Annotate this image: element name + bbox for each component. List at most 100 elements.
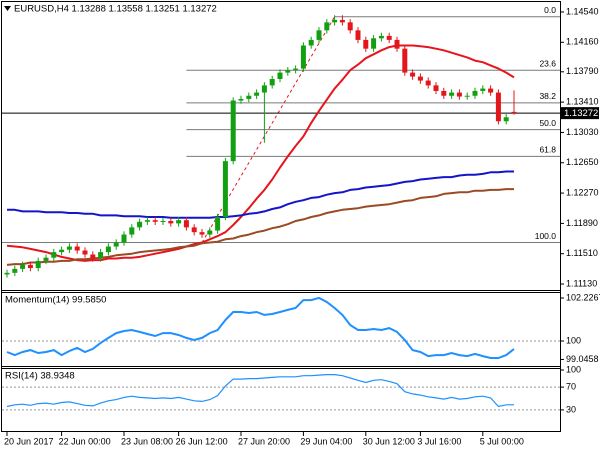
candle-body (191, 227, 197, 233)
candle-body (27, 264, 33, 269)
candle-body (90, 254, 96, 259)
y-tick-label: 100 (566, 364, 581, 374)
last-price-label: 1.13272 (564, 108, 598, 119)
candle-body (472, 90, 478, 96)
candle-body (160, 220, 166, 222)
indicator-line (6, 296, 515, 359)
candle-body (207, 230, 213, 235)
candle-body (82, 250, 88, 255)
candle-body (152, 220, 158, 222)
y-tick-label: 1.11510 (566, 248, 598, 258)
candle-body (269, 78, 275, 86)
moving-average (6, 188, 514, 266)
candle-body (480, 88, 486, 91)
fib-label: 23.6 (539, 58, 556, 68)
y-tick-label: 102.2267 (566, 292, 600, 302)
candle-body (35, 260, 41, 269)
candle-body (324, 22, 330, 31)
moving-average (6, 44, 515, 262)
candle-body (4, 272, 10, 275)
candle-body (98, 252, 104, 259)
candle-body (176, 220, 182, 224)
candle-body (66, 246, 72, 250)
fib-label: 50.0 (539, 118, 556, 128)
candle-body (293, 68, 299, 71)
rsi-title: RSI(14) 38.9348 (5, 371, 75, 382)
x-tick-label: 30 Jun 12:00 (363, 436, 415, 446)
plot-frame (1, 1, 561, 432)
x-tick-label: 22 Jun 00:00 (59, 436, 111, 446)
candle-body (316, 30, 322, 40)
candle-body (441, 90, 447, 96)
candle-body (347, 22, 353, 31)
x-tick-label: 3 Jul 16:00 (417, 436, 461, 446)
last-price-box (561, 107, 599, 120)
candle-body (222, 161, 228, 218)
candle-body (425, 80, 431, 86)
y-tick-label: 1.13790 (566, 66, 599, 76)
y-tick-label: 1.12270 (566, 187, 599, 197)
candle-body (363, 39, 369, 49)
candle-body (183, 220, 189, 228)
candle-body (137, 221, 143, 228)
candle-body (144, 220, 150, 222)
candle-body (20, 264, 26, 269)
x-tick-label: 20 Jun 2017 (4, 436, 54, 446)
candle-body (464, 95, 470, 97)
title-marker (4, 6, 11, 11)
candle-body (410, 72, 416, 77)
y-tick-label: 1.12650 (566, 157, 599, 167)
candle-body (51, 252, 57, 258)
candle-body (386, 35, 392, 40)
moving-average (7, 170, 514, 219)
y-tick-label: 70 (566, 381, 576, 391)
y-tick-label: 100 (566, 335, 581, 345)
candle-body (371, 38, 377, 49)
candle-body (449, 92, 455, 96)
candle-body (261, 85, 267, 93)
x-tick-label: 26 Jun 12:00 (176, 436, 228, 446)
candle-body (43, 257, 49, 261)
candle-body (246, 95, 252, 99)
candle-body (59, 249, 65, 253)
y-tick-label: 30 (566, 404, 576, 414)
candle-body (168, 220, 174, 224)
candle-body (12, 268, 18, 273)
candle-body (308, 39, 314, 46)
candle-body (199, 232, 205, 235)
candle-body (417, 76, 423, 81)
candle-body (394, 39, 400, 49)
candle-body (113, 242, 119, 247)
candle-body (129, 227, 135, 235)
candle-body (254, 92, 260, 96)
x-tick-label: 5 Jul 00:00 (480, 436, 524, 446)
fib-label: 61.8 (539, 145, 556, 155)
fib-label: 0.0 (544, 5, 556, 15)
y-tick-label: 1.13410 (566, 96, 599, 106)
candle-body (495, 92, 501, 122)
candle-body (339, 19, 345, 23)
candle-body (300, 45, 306, 69)
candle-body (503, 117, 509, 122)
candle-body (215, 217, 221, 231)
y-tick-label: 1.14160 (566, 37, 599, 47)
candle-body (378, 35, 384, 39)
x-tick-label: 23 Jun 08:00 (121, 436, 173, 446)
candle-body (105, 246, 111, 253)
y-tick-label: 1.13030 (566, 127, 599, 137)
candle-body (238, 98, 244, 101)
y-tick-label: 1.14540 (566, 6, 599, 16)
candle-body (355, 30, 361, 40)
candle-body (488, 88, 494, 93)
candle-body (402, 48, 408, 73)
fib-label: 100.0 (535, 231, 557, 241)
candle-body (277, 72, 283, 79)
x-tick-label: 27 Jun 20:00 (238, 436, 290, 446)
indicator-line (6, 374, 514, 408)
momentum-title: Momentum(14) 99.5850 (5, 295, 106, 306)
candle-body (230, 100, 236, 162)
y-tick-label: 1.11130 (566, 278, 597, 288)
candle-body (74, 246, 80, 251)
